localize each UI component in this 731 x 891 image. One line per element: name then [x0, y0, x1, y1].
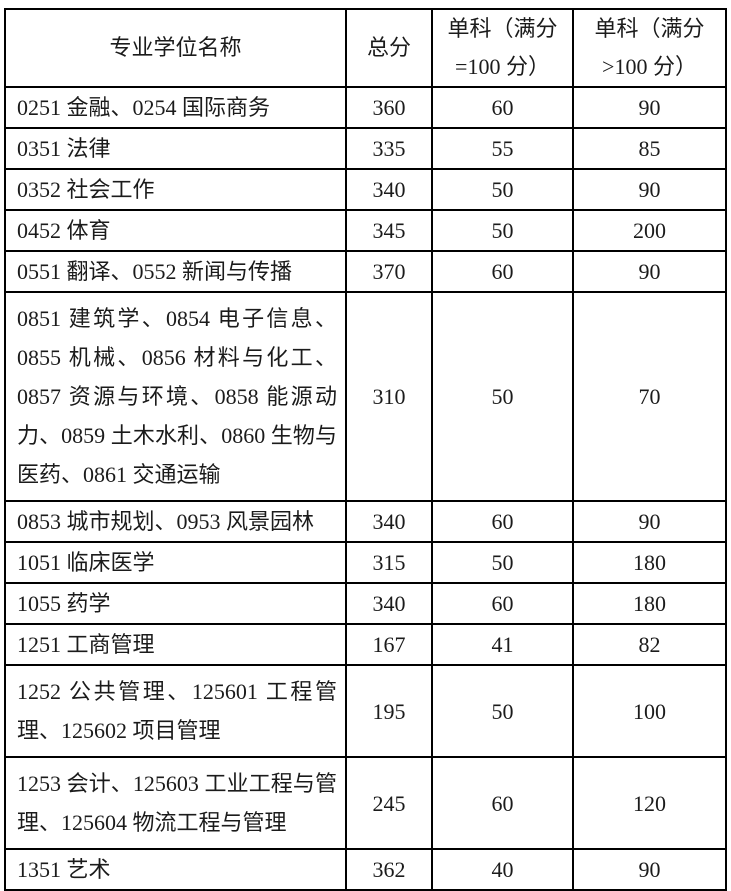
table-row: 1051 临床医学 315 50 180 — [4, 541, 727, 584]
cell-single-subject-eq-100: 60 — [431, 500, 574, 543]
cell-single-subject-gt-100: 90 — [572, 168, 727, 211]
cell-total-score: 340 — [345, 168, 433, 211]
cell-single-subject-eq-100: 50 — [431, 664, 574, 758]
cell-total-score: 315 — [345, 541, 433, 584]
cell-single-subject-eq-100: 60 — [431, 250, 574, 293]
cell-single-subject-gt-100: 82 — [572, 623, 727, 666]
cell-total-score: 345 — [345, 209, 433, 252]
cell-total-score: 340 — [345, 500, 433, 543]
cell-single-subject-gt-100: 90 — [572, 848, 727, 891]
cell-degree-name: 0551 翻译、0552 新闻与传播 — [4, 250, 347, 293]
table-row: 0352 社会工作 340 50 90 — [4, 168, 727, 211]
table-body: 0251 金融、0254 国际商务 360 60 90 0351 法律 335 … — [4, 86, 727, 891]
table-row: 0551 翻译、0552 新闻与传播 370 60 90 — [4, 250, 727, 293]
table-row: 1253 会计、125603 工业工程与管理、125604 物流工程与管理 24… — [4, 756, 727, 850]
admission-score-table: 专业学位名称 总分 单科（满分=100 分） 单科（满分>100 分） 0251… — [4, 8, 727, 891]
cell-total-score: 167 — [345, 623, 433, 666]
cell-single-subject-gt-100: 100 — [572, 664, 727, 758]
cell-total-score: 360 — [345, 86, 433, 129]
cell-degree-name: 0851 建筑学、0854 电子信息、0855 机械、0856 材料与化工、08… — [4, 291, 347, 502]
table-row: 0251 金融、0254 国际商务 360 60 90 — [4, 86, 727, 129]
cell-single-subject-eq-100: 50 — [431, 291, 574, 502]
column-header-single-subject-gt-100: 单科（满分>100 分） — [572, 8, 727, 88]
cell-single-subject-eq-100: 60 — [431, 582, 574, 625]
cell-single-subject-gt-100: 120 — [572, 756, 727, 850]
cell-single-subject-gt-100: 70 — [572, 291, 727, 502]
table-row: 0351 法律 335 55 85 — [4, 127, 727, 170]
header-row: 专业学位名称 总分 单科（满分=100 分） 单科（满分>100 分） — [4, 8, 727, 88]
cell-single-subject-eq-100: 60 — [431, 86, 574, 129]
cell-single-subject-eq-100: 40 — [431, 848, 574, 891]
cell-degree-name: 1253 会计、125603 工业工程与管理、125604 物流工程与管理 — [4, 756, 347, 850]
cell-total-score: 370 — [345, 250, 433, 293]
cell-degree-name: 0352 社会工作 — [4, 168, 347, 211]
cell-total-score: 340 — [345, 582, 433, 625]
cell-degree-name: 1051 临床医学 — [4, 541, 347, 584]
cell-single-subject-eq-100: 50 — [431, 168, 574, 211]
cell-degree-name: 1251 工商管理 — [4, 623, 347, 666]
table-row: 1055 药学 340 60 180 — [4, 582, 727, 625]
cell-degree-name: 0853 城市规划、0953 风景园林 — [4, 500, 347, 543]
cell-degree-name: 0251 金融、0254 国际商务 — [4, 86, 347, 129]
column-header-degree-name: 专业学位名称 — [4, 8, 347, 88]
cell-single-subject-eq-100: 55 — [431, 127, 574, 170]
cell-single-subject-gt-100: 90 — [572, 500, 727, 543]
cell-degree-name: 0351 法律 — [4, 127, 347, 170]
table-row: 0452 体育 345 50 200 — [4, 209, 727, 252]
cell-single-subject-eq-100: 50 — [431, 541, 574, 584]
cell-single-subject-gt-100: 85 — [572, 127, 727, 170]
cell-total-score: 335 — [345, 127, 433, 170]
cell-single-subject-eq-100: 41 — [431, 623, 574, 666]
cell-single-subject-gt-100: 180 — [572, 541, 727, 584]
cell-single-subject-gt-100: 90 — [572, 86, 727, 129]
table-row: 1251 工商管理 167 41 82 — [4, 623, 727, 666]
cell-degree-name: 0452 体育 — [4, 209, 347, 252]
cell-single-subject-gt-100: 90 — [572, 250, 727, 293]
cell-total-score: 362 — [345, 848, 433, 891]
cell-single-subject-eq-100: 60 — [431, 756, 574, 850]
table-row: 1252 公共管理、125601 工程管理、125602 项目管理 195 50… — [4, 664, 727, 758]
cell-degree-name: 1252 公共管理、125601 工程管理、125602 项目管理 — [4, 664, 347, 758]
table-row: 1351 艺术 362 40 90 — [4, 848, 727, 891]
cell-total-score: 245 — [345, 756, 433, 850]
table-row: 0851 建筑学、0854 电子信息、0855 机械、0856 材料与化工、08… — [4, 291, 727, 502]
column-header-total-score: 总分 — [345, 8, 433, 88]
cell-total-score: 310 — [345, 291, 433, 502]
cell-single-subject-eq-100: 50 — [431, 209, 574, 252]
cell-total-score: 195 — [345, 664, 433, 758]
cell-single-subject-gt-100: 180 — [572, 582, 727, 625]
cell-degree-name: 1055 药学 — [4, 582, 347, 625]
column-header-single-subject-eq-100: 单科（满分=100 分） — [431, 8, 574, 88]
table-row: 0853 城市规划、0953 风景园林 340 60 90 — [4, 500, 727, 543]
cell-single-subject-gt-100: 200 — [572, 209, 727, 252]
cell-degree-name: 1351 艺术 — [4, 848, 347, 891]
